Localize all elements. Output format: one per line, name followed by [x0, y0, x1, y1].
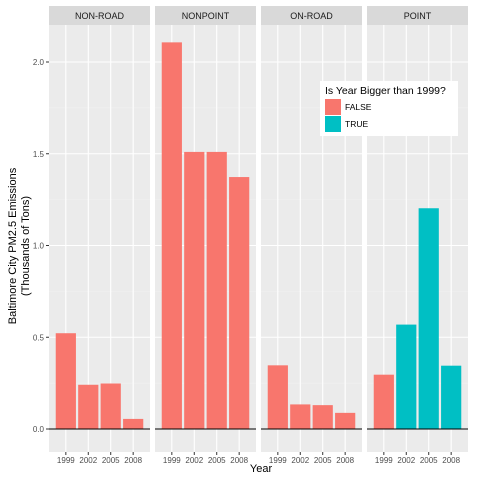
x-tick-label: 1999 — [163, 456, 181, 465]
y-axis-title: Baltimore City PM2.5 Emissions — [7, 167, 19, 324]
y-axis-subtitle: (Thousands of Tons) — [20, 196, 32, 296]
x-tick-label: 2005 — [102, 456, 120, 465]
facet-panel-point: POINT 1999 2002 2005 2008 — [367, 6, 468, 465]
legend-label-false: FALSE — [345, 102, 372, 112]
bar-point-2008 — [441, 365, 462, 429]
facet-strip-label: ON-ROAD — [290, 11, 333, 21]
facet-strip — [261, 6, 362, 25]
bar-non-road-2002 — [78, 384, 99, 429]
x-tick-label: 2002 — [291, 456, 309, 465]
y-tick-label: 0.5 — [33, 333, 45, 342]
bar-on-road-2008 — [335, 412, 356, 429]
bar-nonpoint-2008 — [229, 177, 250, 429]
facet-panels: NON-ROAD 1999 2002 2005 2008 NONPOINT 1999 2002… — [49, 6, 468, 465]
bar-point-1999 — [373, 374, 394, 429]
x-tick-label: 2002 — [79, 456, 97, 465]
legend-background — [320, 81, 458, 136]
y-axis: 0.0 0.5 1.0 1.5 2.0 — [33, 58, 49, 434]
x-tick-label: 2008 — [336, 456, 354, 465]
facet-panel-nonpoint: NONPOINT 1999 2002 2005 2008 — [155, 6, 256, 465]
legend-key-false — [325, 99, 341, 115]
facet-strip-label: NON-ROAD — [75, 11, 124, 21]
legend: Is Year Bigger than 1999? FALSE TRUE — [320, 81, 458, 136]
bar-point-2005 — [418, 208, 439, 429]
legend-label-true: TRUE — [345, 119, 368, 129]
x-tick-label: 1999 — [57, 456, 75, 465]
bar-on-road-1999 — [267, 365, 288, 429]
x-tick-label: 2005 — [208, 456, 226, 465]
facet-strip — [155, 6, 256, 25]
bar-nonpoint-2005 — [206, 151, 227, 430]
y-tick-label: 2.0 — [33, 58, 45, 67]
bar-non-road-1999 — [55, 333, 76, 429]
x-tick-label: 1999 — [375, 456, 393, 465]
x-tick-label: 2005 — [314, 456, 332, 465]
bar-point-2002 — [396, 324, 417, 429]
facet-panel-non-road: NON-ROAD 1999 2002 2005 2008 — [49, 6, 150, 465]
bar-non-road-2008 — [123, 418, 144, 429]
facet-strip — [49, 6, 150, 25]
bar-nonpoint-1999 — [161, 42, 182, 429]
facet-strip-label: POINT — [404, 11, 432, 21]
x-tick-label: 2008 — [124, 456, 142, 465]
x-axis-title: Year — [250, 463, 273, 475]
bar-non-road-2005 — [100, 383, 121, 429]
x-tick-label: 2005 — [420, 456, 438, 465]
x-tick-label: 2008 — [230, 456, 248, 465]
bar-on-road-2002 — [290, 404, 311, 429]
bar-on-road-2005 — [312, 405, 333, 429]
facet-strip — [367, 6, 468, 25]
x-tick-label: 2002 — [185, 456, 203, 465]
y-tick-label: 0.0 — [33, 425, 45, 434]
y-tick-label: 1.0 — [33, 242, 45, 251]
facet-strip-label: NONPOINT — [182, 11, 230, 21]
legend-key-true — [325, 116, 341, 132]
facet-panel-on-road: ON-ROAD 1999 2002 2005 2008 — [261, 6, 362, 465]
y-tick-label: 1.5 — [33, 150, 45, 159]
x-tick-label: 2008 — [442, 456, 460, 465]
legend-title: Is Year Bigger than 1999? — [325, 85, 446, 97]
x-tick-label: 1999 — [269, 456, 287, 465]
x-tick-label: 2002 — [397, 456, 415, 465]
bar-nonpoint-2002 — [184, 151, 205, 430]
